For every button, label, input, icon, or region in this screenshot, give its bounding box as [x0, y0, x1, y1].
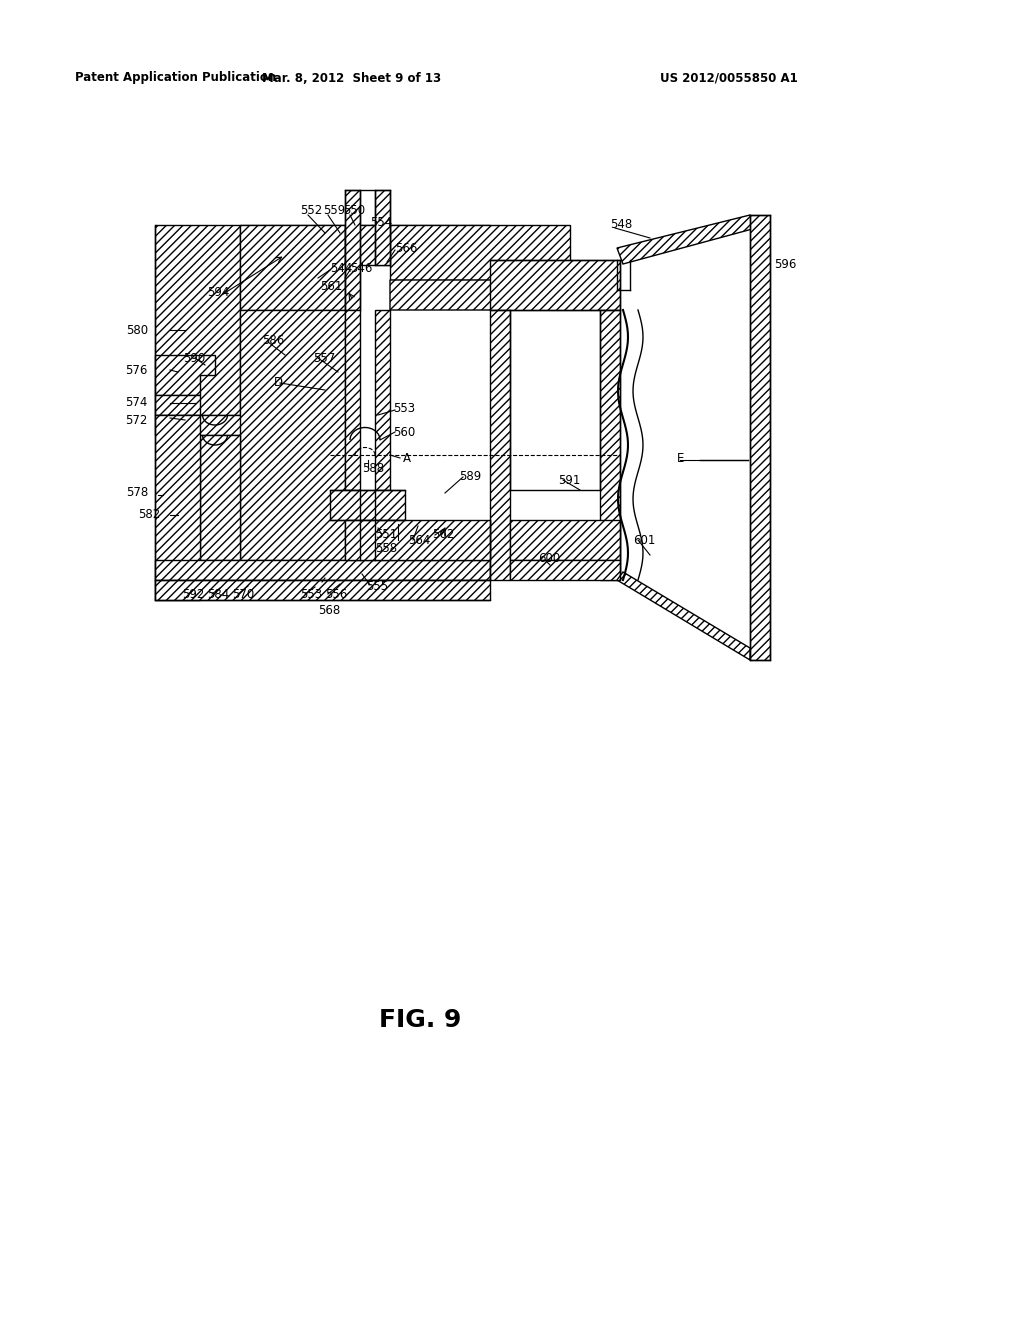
Polygon shape: [490, 260, 620, 310]
Text: Patent Application Publication: Patent Application Publication: [75, 71, 276, 84]
Text: 588: 588: [362, 462, 384, 474]
Text: 562: 562: [432, 528, 455, 540]
Text: 589: 589: [459, 470, 481, 483]
Text: 572: 572: [126, 413, 148, 426]
Polygon shape: [155, 560, 490, 579]
Polygon shape: [155, 414, 200, 601]
Text: 555: 555: [366, 579, 388, 593]
Text: E: E: [677, 451, 684, 465]
Text: 580: 580: [126, 323, 148, 337]
Text: 576: 576: [126, 363, 148, 376]
Polygon shape: [240, 224, 490, 260]
Polygon shape: [240, 310, 345, 560]
Polygon shape: [600, 310, 620, 579]
Polygon shape: [345, 310, 360, 490]
Text: 548: 548: [610, 218, 632, 231]
Text: 556: 556: [325, 587, 347, 601]
Polygon shape: [750, 215, 770, 660]
Text: 553: 553: [393, 401, 415, 414]
Polygon shape: [155, 414, 310, 436]
Text: 557: 557: [313, 351, 335, 364]
Text: 586: 586: [262, 334, 285, 346]
Text: 592: 592: [182, 587, 205, 601]
Polygon shape: [200, 436, 240, 560]
Text: 553: 553: [300, 587, 323, 601]
Text: 600: 600: [538, 552, 560, 565]
Text: 584: 584: [207, 587, 229, 601]
Text: 590: 590: [183, 351, 205, 364]
Text: 578: 578: [126, 487, 148, 499]
Text: 582: 582: [138, 508, 160, 521]
Polygon shape: [510, 560, 620, 579]
Text: 594: 594: [207, 286, 229, 300]
Text: 554: 554: [370, 215, 392, 228]
Text: 552: 552: [300, 203, 323, 216]
Text: US 2012/0055850 A1: US 2012/0055850 A1: [660, 71, 798, 84]
Text: D: D: [274, 376, 283, 389]
Polygon shape: [375, 310, 390, 490]
Text: 559: 559: [323, 203, 345, 216]
Text: 566: 566: [395, 242, 418, 255]
Text: FIG. 9: FIG. 9: [379, 1008, 461, 1032]
Polygon shape: [490, 310, 510, 579]
Polygon shape: [155, 224, 240, 414]
Text: 550: 550: [343, 203, 366, 216]
Text: Mar. 8, 2012  Sheet 9 of 13: Mar. 8, 2012 Sheet 9 of 13: [262, 71, 441, 84]
Text: 558: 558: [375, 541, 397, 554]
Text: 601: 601: [633, 533, 655, 546]
Text: 560: 560: [393, 425, 416, 438]
Text: 570: 570: [232, 587, 254, 601]
Text: 591: 591: [558, 474, 581, 487]
Polygon shape: [390, 224, 570, 280]
Polygon shape: [345, 520, 490, 560]
Text: 574: 574: [126, 396, 148, 408]
Polygon shape: [375, 190, 390, 265]
Text: 551: 551: [375, 528, 397, 541]
Text: 568: 568: [318, 603, 340, 616]
Polygon shape: [345, 190, 360, 310]
Text: 544: 544: [330, 261, 352, 275]
Polygon shape: [330, 490, 406, 520]
Polygon shape: [155, 355, 215, 395]
Text: 561: 561: [319, 281, 342, 293]
Polygon shape: [240, 224, 345, 310]
Polygon shape: [617, 572, 750, 660]
Polygon shape: [617, 215, 756, 264]
Polygon shape: [155, 579, 490, 601]
Text: 546: 546: [350, 261, 373, 275]
Polygon shape: [345, 224, 390, 265]
Text: 564: 564: [408, 533, 430, 546]
Polygon shape: [510, 520, 620, 560]
Polygon shape: [390, 280, 530, 310]
Polygon shape: [155, 395, 200, 414]
Text: 596: 596: [774, 259, 797, 272]
Text: A: A: [403, 451, 411, 465]
